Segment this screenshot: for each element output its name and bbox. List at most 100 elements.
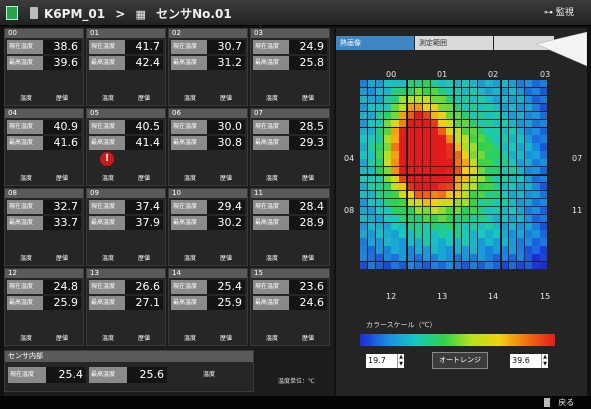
breadcrumb-separator: > (115, 7, 126, 21)
history-button[interactable]: 歴値 (55, 175, 68, 182)
heatmap-cell (375, 254, 383, 262)
sensor-tile-03[interactable]: 03 現在温度 24.9 最高温度 25.8 温度 歴値 (250, 28, 330, 106)
temp-button[interactable]: 温度 (265, 255, 278, 262)
heatmap-cell (524, 198, 532, 207)
spinner-arrows-icon[interactable]: ▲ ▼ (397, 354, 404, 368)
heatmap-cell (360, 167, 368, 175)
heatmap-cell (485, 246, 493, 254)
auto-range-button[interactable]: オートレンジ (432, 352, 488, 369)
sensor-tile-10[interactable]: 10 現在温度 29.4 最高温度 30.2 温度 歴値 (168, 188, 248, 266)
heatmap-cell (508, 119, 517, 127)
heatmap-cell (391, 143, 399, 151)
temp-button[interactable]: 温度 (265, 175, 278, 182)
history-button[interactable]: 歴値 (301, 175, 314, 182)
history-button[interactable]: 歴値 (301, 255, 314, 262)
history-button[interactable]: 歴値 (55, 95, 68, 102)
spinner-arrows-icon[interactable]: ▲ ▼ (541, 354, 548, 368)
temp-button[interactable]: 温度 (183, 255, 196, 262)
tab-measurement-range[interactable]: 測定範囲 (415, 36, 493, 50)
history-button[interactable]: 歴値 (219, 95, 232, 102)
temp-button[interactable]: 温度 (101, 255, 114, 262)
temp-button[interactable]: 温度 (101, 95, 114, 102)
sensor-tile-01[interactable]: 01 現在温度 41.7 最高温度 42.4 温度 歴値 (86, 28, 166, 106)
history-button[interactable]: 歴値 (137, 335, 150, 342)
heatmap-cell (461, 159, 470, 167)
temp-button[interactable]: 温度 (183, 335, 196, 342)
heatmap-cell (532, 127, 540, 135)
history-button[interactable]: 歴値 (137, 255, 150, 262)
temp-button[interactable]: 温度 (265, 95, 278, 102)
heatmap-cell (461, 87, 470, 96)
history-button[interactable]: 歴値 (301, 95, 314, 102)
sensor-tile-04[interactable]: 04 現在温度 40.9 最高温度 41.6 温度 歴値 (4, 108, 84, 186)
sensor-tile-14[interactable]: 14 現在温度 25.4 最高温度 25.9 温度 歴値 (168, 268, 248, 346)
tab-third[interactable] (494, 36, 554, 50)
heatmap-cell (477, 135, 485, 143)
heatmap-cell (454, 95, 462, 104)
sensor-tile-07[interactable]: 07 現在温度 28.5 最高温度 29.3 温度 歴値 (250, 108, 330, 186)
history-button[interactable]: 歴値 (55, 335, 68, 342)
unit-note: 温度単位：℃ (278, 378, 315, 385)
temp-button[interactable]: 温度 (265, 335, 278, 342)
heatmap-cell (477, 246, 485, 254)
sensor-tile-06[interactable]: 06 現在温度 30.0 最高温度 30.8 温度 歴値 (168, 108, 248, 186)
heatmap-cell (383, 254, 391, 262)
sensor-tile-13[interactable]: 13 現在温度 26.6 最高温度 27.1 温度 歴値 (86, 268, 166, 346)
internal-temp-button[interactable]: 温度 (203, 371, 216, 378)
sensor-tile-02[interactable]: 02 現在温度 30.7 最高温度 31.2 温度 歴値 (168, 28, 248, 106)
sensor-tile-12[interactable]: 12 現在温度 24.8 最高温度 25.9 温度 歴値 (4, 268, 84, 346)
temp-button[interactable]: 温度 (19, 335, 32, 342)
heatmap-cell (454, 159, 462, 167)
temp-button[interactable]: 温度 (19, 255, 32, 262)
heatmap-cell (399, 95, 407, 104)
heatmap-cell (493, 159, 501, 167)
heatmap-cell (493, 87, 501, 96)
sensor-tile-09[interactable]: 09 現在温度 37.4 最高温度 37.9 温度 歴値 (86, 188, 166, 266)
breadcrumb-node[interactable]: K6PM_01 (44, 7, 106, 21)
heatmap-cell (391, 151, 399, 159)
history-button[interactable]: 歴値 (219, 335, 232, 342)
scale-max-spinner[interactable]: 39.6 ▲ ▼ (510, 354, 548, 368)
sensor-tile-05[interactable]: 05 現在温度 40.5 最高温度 41.4 温度 歴値! (86, 108, 166, 186)
current-temp-value: 41.7 (125, 40, 163, 54)
tab-thermal-image[interactable]: 熱画像 (336, 36, 414, 50)
current-temp-label: 現在温度 (7, 200, 43, 214)
sensor-tile-00[interactable]: 00 現在温度 38.6 最高温度 39.6 温度 歴値 (4, 28, 84, 106)
history-button[interactable]: 歴値 (55, 255, 68, 262)
history-button[interactable]: 歴値 (301, 335, 314, 342)
heatmap-cell (485, 151, 493, 159)
history-button[interactable]: 歴値 (219, 175, 232, 182)
heatmap-cell (540, 262, 548, 270)
monitor-button[interactable]: ⊶ 監視 (531, 4, 587, 22)
max-temp-label: 最高温度 (7, 136, 43, 150)
heatmap-cell (501, 214, 509, 222)
temp-button[interactable]: 温度 (19, 95, 32, 102)
history-button[interactable]: 歴値 (219, 255, 232, 262)
temp-button[interactable]: 温度 (183, 175, 196, 182)
history-button[interactable]: 歴値 (137, 95, 150, 102)
temp-button[interactable]: 温度 (101, 175, 114, 182)
sensor-tile-08[interactable]: 08 現在温度 32.7 最高温度 33.7 温度 歴値 (4, 188, 84, 266)
sensor-tile-15[interactable]: 15 現在温度 23.6 最高温度 24.6 温度 歴値 (250, 268, 330, 346)
temp-button[interactable]: 温度 (19, 175, 32, 182)
heatmap-cell (485, 87, 493, 96)
heatmap-cell (532, 159, 540, 167)
temp-button[interactable]: 温度 (183, 95, 196, 102)
back-button[interactable]: 戻る (531, 396, 587, 409)
heatmap-cell (485, 119, 493, 127)
heatmap-cell (461, 238, 470, 246)
history-button[interactable]: 歴値 (137, 175, 150, 182)
heatmap-cell (477, 230, 485, 238)
alert-icon[interactable]: ! (100, 152, 114, 166)
current-temp-label: 現在温度 (7, 120, 43, 134)
scale-min-spinner[interactable]: 19.7 ▲ ▼ (366, 354, 404, 368)
heatmap-cell (477, 222, 485, 230)
sensor-tile-11[interactable]: 11 現在温度 28.4 最高温度 28.9 温度 歴値 (250, 188, 330, 266)
heatmap-cell (508, 95, 517, 104)
heatmap-cell (469, 190, 477, 199)
temp-button[interactable]: 温度 (101, 335, 114, 342)
heatmap-cell (501, 190, 509, 199)
heatmap-cell (493, 246, 501, 254)
heatmap-cell (508, 238, 517, 246)
heatmap-cell (454, 151, 462, 159)
